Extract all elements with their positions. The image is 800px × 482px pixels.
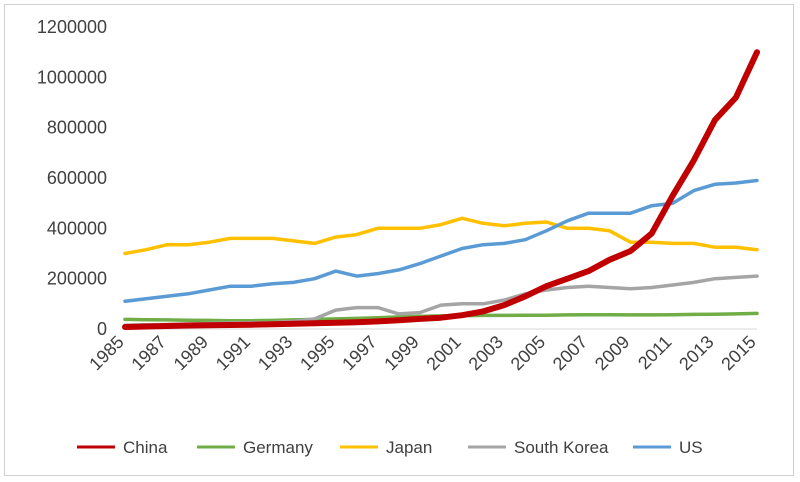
x-tick-label: 2013 — [675, 332, 717, 374]
x-tick-label: 1991 — [212, 332, 254, 374]
legend-item-south-korea: South Korea — [468, 438, 609, 457]
x-tick-label: 1995 — [296, 332, 338, 374]
x-tick-label: 1997 — [338, 332, 380, 374]
x-tick-label: 2007 — [549, 332, 591, 374]
y-tick-label: 200000 — [47, 269, 107, 289]
legend-label: Japan — [386, 438, 432, 457]
x-tick-label: 1987 — [128, 332, 170, 374]
legend-item-germany: Germany — [197, 438, 313, 457]
y-tick-label: 1000000 — [37, 67, 107, 87]
series-line-china — [122, 49, 760, 330]
legend: China Germany Japan South Korea US — [77, 438, 703, 457]
y-tick-label: 600000 — [47, 168, 107, 188]
x-tick-label: 2001 — [422, 332, 464, 374]
legend-label: Germany — [243, 438, 313, 457]
chart-frame: 0 200000 400000 600000 800000 1000000 1200000 1… — [4, 4, 794, 476]
x-tick-label: 2009 — [591, 332, 633, 374]
legend-label: South Korea — [514, 438, 609, 457]
x-tick-label: 1985 — [85, 332, 127, 374]
x-tick-label: 1989 — [170, 332, 212, 374]
legend-item-china: China — [77, 438, 168, 457]
x-tick-label: 2015 — [717, 332, 759, 374]
legend-item-us: US — [633, 438, 703, 457]
legend-item-japan: Japan — [340, 438, 432, 457]
x-tick-label: 1993 — [254, 332, 296, 374]
x-tick-label: 1999 — [380, 332, 422, 374]
series-line-us — [123, 178, 759, 304]
legend-label: China — [123, 438, 168, 457]
y-tick-label: 0 — [97, 319, 107, 339]
y-tick-label: 400000 — [47, 218, 107, 238]
x-tick-label: 2005 — [507, 332, 549, 374]
y-tick-label: 1200000 — [37, 17, 107, 37]
x-tick-label: 2011 — [634, 332, 676, 374]
series-line-japan — [123, 216, 759, 256]
series-layer — [122, 49, 760, 330]
x-tick-label: 2003 — [465, 332, 507, 374]
y-tick-label: 800000 — [47, 118, 107, 138]
line-chart: 0 200000 400000 600000 800000 1000000 1200000 1… — [37, 17, 760, 457]
legend-label: US — [679, 438, 703, 457]
